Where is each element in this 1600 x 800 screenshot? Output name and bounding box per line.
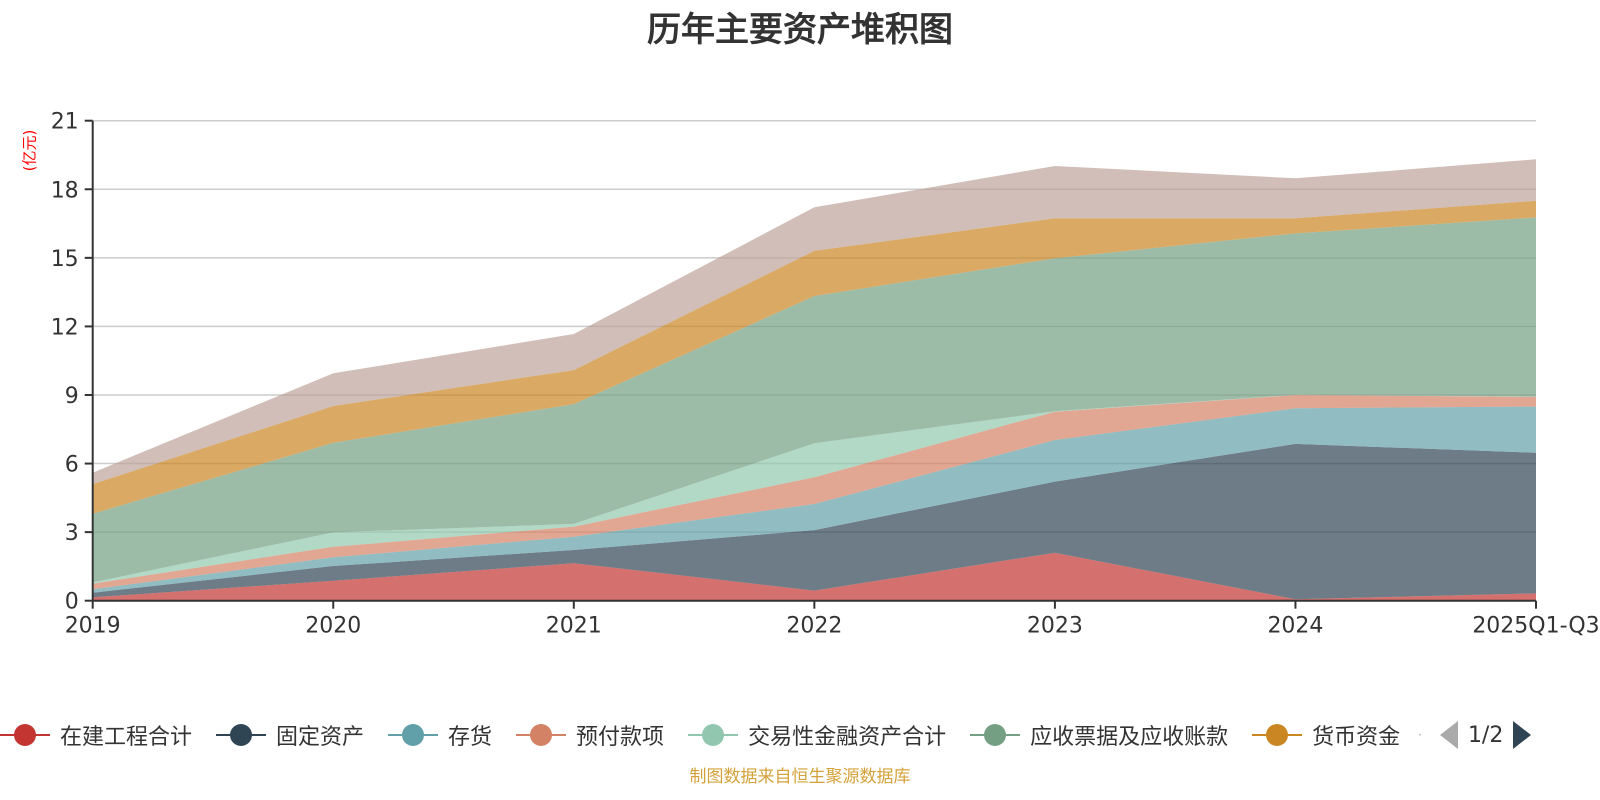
legend-marker-icon	[0, 723, 50, 747]
area-series-4[interactable]	[92, 394, 1537, 584]
legend-marker-icon	[516, 723, 567, 747]
legend-label: 固定资产	[276, 725, 365, 750]
x-tick-label: 2025Q1-Q3	[1472, 614, 1599, 639]
x-tick-label: 2023	[1027, 614, 1083, 639]
legend-label: 预付款项	[576, 725, 665, 750]
y-tick-label: 9	[65, 384, 79, 409]
legend-marker-icon	[688, 723, 739, 747]
legend-item[interactable]: 存货	[388, 719, 492, 751]
area-series-3[interactable]	[92, 395, 1537, 590]
legend-item[interactable]: 货币资金	[1252, 719, 1400, 751]
x-tick-label: 2021	[546, 614, 602, 639]
area-series-7[interactable]	[92, 159, 1537, 485]
legend-label: 应收票据及应收账款	[1030, 725, 1229, 750]
area-series	[92, 159, 1537, 601]
legend-next-page-icon[interactable]	[1513, 721, 1532, 749]
legend-overflow-indicator: ·	[1418, 728, 1422, 742]
x-tick-label: 2020	[305, 614, 361, 639]
legend-marker-icon	[216, 723, 267, 747]
area-series-0[interactable]	[92, 552, 1537, 601]
legend-label: 在建工程合计	[60, 725, 193, 750]
y-tick-label: 15	[51, 247, 79, 272]
legend-marker-icon	[1252, 723, 1303, 747]
y-tick-label: 6	[65, 453, 79, 478]
legend-page-indicator: 1/2	[1467, 722, 1504, 748]
y-tick-label: 0	[65, 590, 79, 615]
y-tick-label: 18	[51, 178, 79, 203]
y-tick-label: 3	[65, 521, 79, 546]
legend-item[interactable]: 在建工程合计	[0, 719, 192, 751]
area-series-6[interactable]	[92, 200, 1537, 514]
legend-item[interactable]: 应收票据及应收账款	[970, 719, 1228, 751]
legend-pager: 1/2	[1439, 721, 1532, 749]
legend-marker-icon	[970, 723, 1021, 747]
area-series-5[interactable]	[92, 217, 1537, 583]
legend-prev-page-icon[interactable]	[1439, 721, 1458, 749]
y-tick-label: 21	[51, 110, 79, 135]
y-tick-label: 12	[51, 315, 79, 340]
axes: 0 3 6 9 12 15 18 21 2019 2020 2021 2022 2023 2024 2025…	[51, 110, 1600, 639]
legend-marker-icon	[388, 723, 439, 747]
legend-label: 交易性金融资产合计	[748, 725, 947, 750]
stacked-area-chart: 0 3 6 9 12 15 18 21 2019 2020 2021 2022 2023 2024 2025…	[51, 110, 1600, 639]
legend-item[interactable]: 固定资产	[216, 719, 364, 751]
legend-label: 货币资金	[1312, 725, 1401, 750]
x-tick-label: 2022	[786, 614, 842, 639]
legend-item[interactable]: 预付款项	[516, 719, 664, 751]
legend-item[interactable]: 交易性金融资产合计	[688, 719, 946, 751]
data-source-footer: 制图数据来自恒生聚源数据库	[689, 767, 911, 787]
legend: 在建工程合计 固定资产 存货 预付款项 交易性金融资产合计 应收票据及应收账款 货币资金 · 1…	[0, 718, 1532, 752]
legend-label: 存货	[448, 725, 493, 750]
area-series-2[interactable]	[92, 406, 1537, 593]
chart-title: 历年主要资产堆积图	[647, 10, 953, 50]
area-series-1[interactable]	[92, 443, 1537, 600]
x-tick-label: 2024	[1267, 614, 1323, 639]
x-tick-label: 2019	[65, 614, 121, 639]
